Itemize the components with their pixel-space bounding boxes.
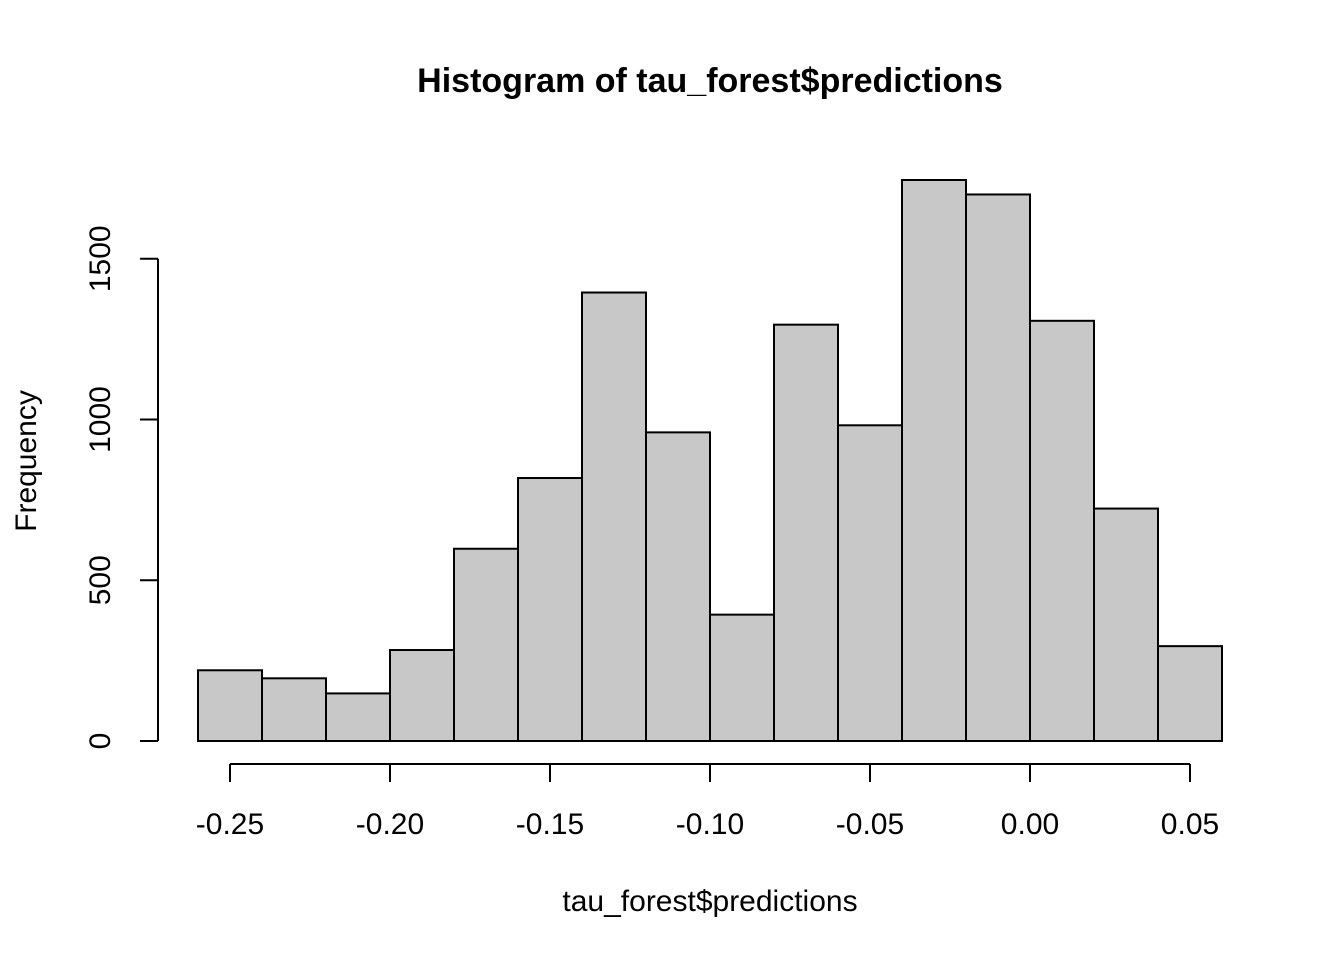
x-tick-label: -0.10 bbox=[676, 808, 744, 841]
x-axis-label: tau_forest$predictions bbox=[562, 885, 857, 918]
histogram-bar bbox=[1093, 507, 1159, 742]
histogram-bar bbox=[965, 193, 1031, 743]
x-tick-label: 0.05 bbox=[1161, 808, 1219, 841]
histogram-bar bbox=[453, 547, 519, 743]
y-tick-label: 500 bbox=[84, 555, 117, 605]
histogram-bar bbox=[325, 692, 391, 743]
histogram-bar bbox=[581, 291, 647, 742]
histogram-bar bbox=[1029, 319, 1095, 742]
histogram-bar bbox=[773, 323, 839, 742]
histogram-bar bbox=[837, 424, 903, 742]
bars bbox=[197, 179, 1223, 743]
x-axis: -0.25 -0.20 -0.15 -0.10 -0.05 0.00 0.05 bbox=[196, 763, 1219, 841]
histogram-bar bbox=[389, 649, 455, 742]
histogram-bar bbox=[901, 179, 967, 742]
y-tick-label: 1000 bbox=[84, 386, 117, 453]
histogram-bar bbox=[645, 431, 711, 742]
x-tick-label: -0.20 bbox=[356, 808, 424, 841]
y-tick-label: 0 bbox=[84, 733, 117, 750]
histogram-bar bbox=[261, 677, 327, 742]
histogram-bar bbox=[197, 669, 263, 743]
chart-title: Histogram of tau_forest$predictions bbox=[417, 62, 1003, 100]
y-tick-label: 1500 bbox=[84, 225, 117, 292]
histogram-bar bbox=[1157, 645, 1223, 742]
x-tick-label: -0.15 bbox=[516, 808, 584, 841]
x-tick-label: -0.05 bbox=[836, 808, 904, 841]
y-axis-label: Frequency bbox=[10, 390, 43, 532]
histogram-bar bbox=[709, 613, 775, 742]
y-axis: 0 500 1000 1500 bbox=[84, 225, 159, 750]
x-tick-label: 0.00 bbox=[1001, 808, 1059, 841]
histogram-bar bbox=[517, 477, 583, 742]
x-tick-label: -0.25 bbox=[196, 808, 264, 841]
